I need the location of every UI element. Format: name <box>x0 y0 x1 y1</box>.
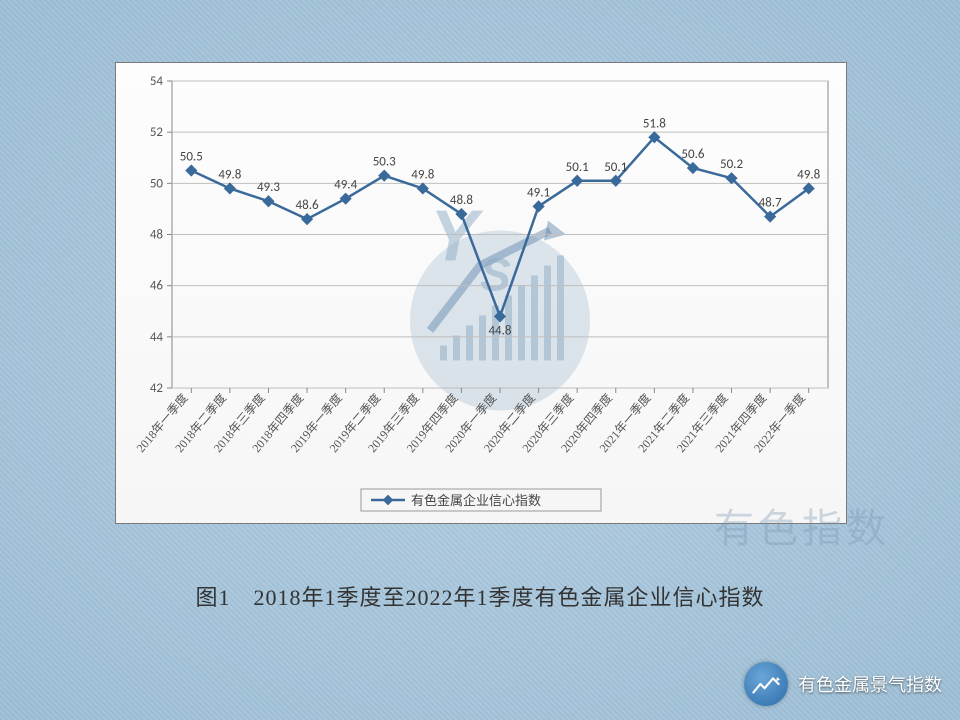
svg-text:49.8: 49.8 <box>411 167 434 182</box>
svg-text:48.7: 48.7 <box>759 196 782 211</box>
svg-text:44.8: 44.8 <box>488 323 511 338</box>
line-chart: YS424446485052542018年一季度2018年二季度2018年三季度… <box>116 63 846 523</box>
svg-text:42: 42 <box>150 381 164 396</box>
svg-text:49.3: 49.3 <box>257 180 280 195</box>
svg-text:50.2: 50.2 <box>720 157 743 172</box>
source-icon <box>744 662 788 706</box>
svg-text:48.6: 48.6 <box>296 198 319 213</box>
svg-text:54: 54 <box>150 74 164 89</box>
chart-panel: YS424446485052542018年一季度2018年二季度2018年三季度… <box>115 62 847 524</box>
svg-text:49.1: 49.1 <box>527 185 550 200</box>
svg-text:48.8: 48.8 <box>450 193 473 208</box>
svg-text:52: 52 <box>150 125 164 140</box>
svg-text:50.5: 50.5 <box>180 150 203 165</box>
figure-caption: 图1 2018年1季度至2022年1季度有色金属企业信心指数 <box>0 580 960 612</box>
svg-text:44: 44 <box>150 330 164 345</box>
svg-text:48: 48 <box>150 228 164 243</box>
source-badge: 有色金属景气指数 <box>744 662 942 706</box>
svg-text:51.8: 51.8 <box>643 116 666 131</box>
svg-text:50.1: 50.1 <box>566 160 589 175</box>
svg-text:50.1: 50.1 <box>604 160 627 175</box>
source-label: 有色金属景气指数 <box>798 671 942 697</box>
svg-text:49.8: 49.8 <box>797 167 820 182</box>
svg-text:49.4: 49.4 <box>334 178 357 193</box>
svg-text:49.8: 49.8 <box>218 167 241 182</box>
svg-text:50.6: 50.6 <box>681 147 704 162</box>
svg-text:50: 50 <box>150 176 164 191</box>
svg-text:50.3: 50.3 <box>373 155 396 170</box>
svg-text:46: 46 <box>150 279 164 294</box>
svg-text:Y: Y <box>430 196 484 276</box>
svg-text:有色金属企业信心指数: 有色金属企业信心指数 <box>411 493 541 508</box>
